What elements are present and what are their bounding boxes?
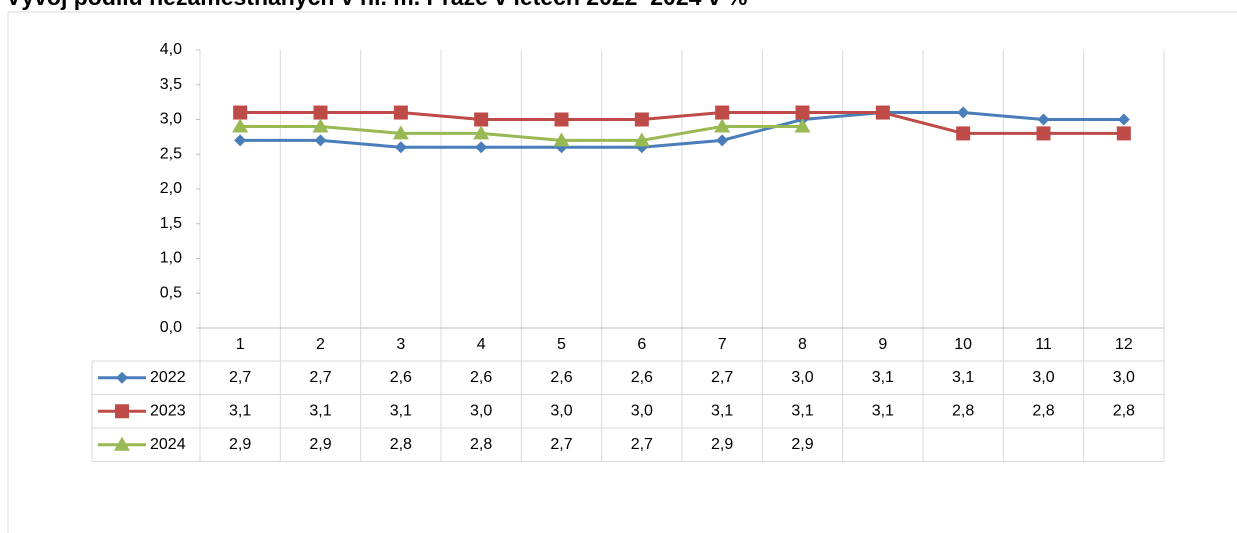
series-line [240, 111, 1124, 149]
x-tick-label: 8 [798, 336, 807, 353]
table-value: 3,1 [872, 402, 894, 419]
x-tick-label: 4 [477, 336, 486, 353]
y-tick-label: 2,5 [160, 145, 182, 162]
table-value: 2,8 [1113, 402, 1135, 419]
table-value: 2,6 [390, 369, 412, 386]
table-value: 3,0 [550, 402, 572, 419]
table-value: 2,8 [1032, 402, 1054, 419]
table-value: 2,6 [470, 369, 492, 386]
table-value: 3,1 [309, 402, 331, 419]
table-value: 2,9 [791, 436, 813, 453]
marker [394, 141, 407, 154]
series-line [240, 111, 1124, 135]
table-value: 3,0 [1113, 369, 1135, 386]
table-value: 2,8 [470, 436, 492, 453]
marker [794, 118, 811, 133]
table-value: 3,1 [952, 369, 974, 386]
table-value: 2,7 [229, 369, 251, 386]
legend-label: 2023 [150, 402, 186, 419]
marker [1117, 113, 1130, 126]
table-value: 2,6 [550, 369, 572, 386]
x-tick-label: 12 [1115, 336, 1133, 353]
x-tick-label: 11 [1035, 336, 1052, 353]
marker [392, 125, 409, 140]
marker [115, 404, 129, 419]
marker [1116, 126, 1131, 141]
marker [956, 126, 971, 141]
y-tick-label: 4,0 [160, 41, 182, 58]
table-value: 3,0 [631, 402, 653, 419]
marker [633, 132, 650, 147]
table-value: 2,6 [631, 369, 653, 386]
table-value: 2,8 [952, 402, 974, 419]
table-value: 2,9 [229, 436, 251, 453]
x-tick-label: 6 [637, 336, 646, 353]
table-value: 2,7 [309, 369, 331, 386]
table-value: 3,0 [791, 369, 813, 386]
marker [957, 106, 970, 119]
marker [1037, 113, 1050, 126]
marker [473, 125, 490, 140]
marker [553, 132, 570, 147]
table-value: 3,1 [872, 369, 894, 386]
y-tick-label: 1,0 [160, 250, 182, 267]
marker [393, 105, 408, 120]
chart-title: Vývoj podílu nezaměstnaných v hl. m. Pra… [6, 0, 747, 10]
marker [232, 118, 249, 133]
marker [234, 134, 247, 147]
marker [313, 105, 328, 120]
marker [554, 112, 569, 127]
marker [715, 105, 730, 120]
marker [233, 105, 248, 120]
y-tick-label: 1,5 [160, 215, 182, 232]
x-tick-label: 7 [718, 336, 727, 353]
marker [114, 436, 130, 451]
y-tick-label: 2,0 [160, 180, 182, 197]
table-value: 3,1 [229, 402, 251, 419]
marker [312, 118, 329, 133]
table-value: 3,0 [470, 402, 492, 419]
x-tick-label: 10 [954, 336, 972, 353]
table-value: 2,9 [309, 436, 331, 453]
marker [1036, 126, 1051, 141]
x-tick-label: 9 [878, 336, 887, 353]
marker [475, 141, 488, 154]
table-value: 3,1 [390, 402, 412, 419]
series-line [240, 124, 803, 142]
marker [875, 105, 890, 120]
table-value: 2,9 [711, 436, 733, 453]
marker [634, 112, 649, 127]
y-tick-label: 0,5 [160, 284, 182, 301]
marker [474, 112, 489, 127]
x-tick-label: 3 [396, 336, 405, 353]
table-value: 2,7 [711, 369, 733, 386]
legend-label: 2022 [150, 369, 186, 386]
table-value: 2,7 [631, 436, 653, 453]
y-tick-label: 3,0 [160, 111, 182, 128]
marker [795, 105, 810, 120]
table-value: 3,1 [711, 402, 733, 419]
x-tick-label: 5 [557, 336, 566, 353]
legend-label: 2024 [150, 436, 186, 453]
marker [314, 134, 327, 147]
x-tick-label: 1 [236, 336, 245, 353]
marker [714, 118, 731, 133]
chart-border [7, 11, 1237, 533]
marker [716, 134, 729, 147]
table-value: 3,1 [791, 402, 813, 419]
table-value: 2,8 [390, 436, 412, 453]
marker [116, 371, 128, 384]
table-value: 3,0 [1032, 369, 1054, 386]
y-tick-label: 3,5 [160, 76, 182, 93]
table-value: 2,7 [550, 436, 572, 453]
x-tick-label: 2 [316, 336, 325, 353]
y-tick-label: 0,0 [160, 319, 182, 336]
